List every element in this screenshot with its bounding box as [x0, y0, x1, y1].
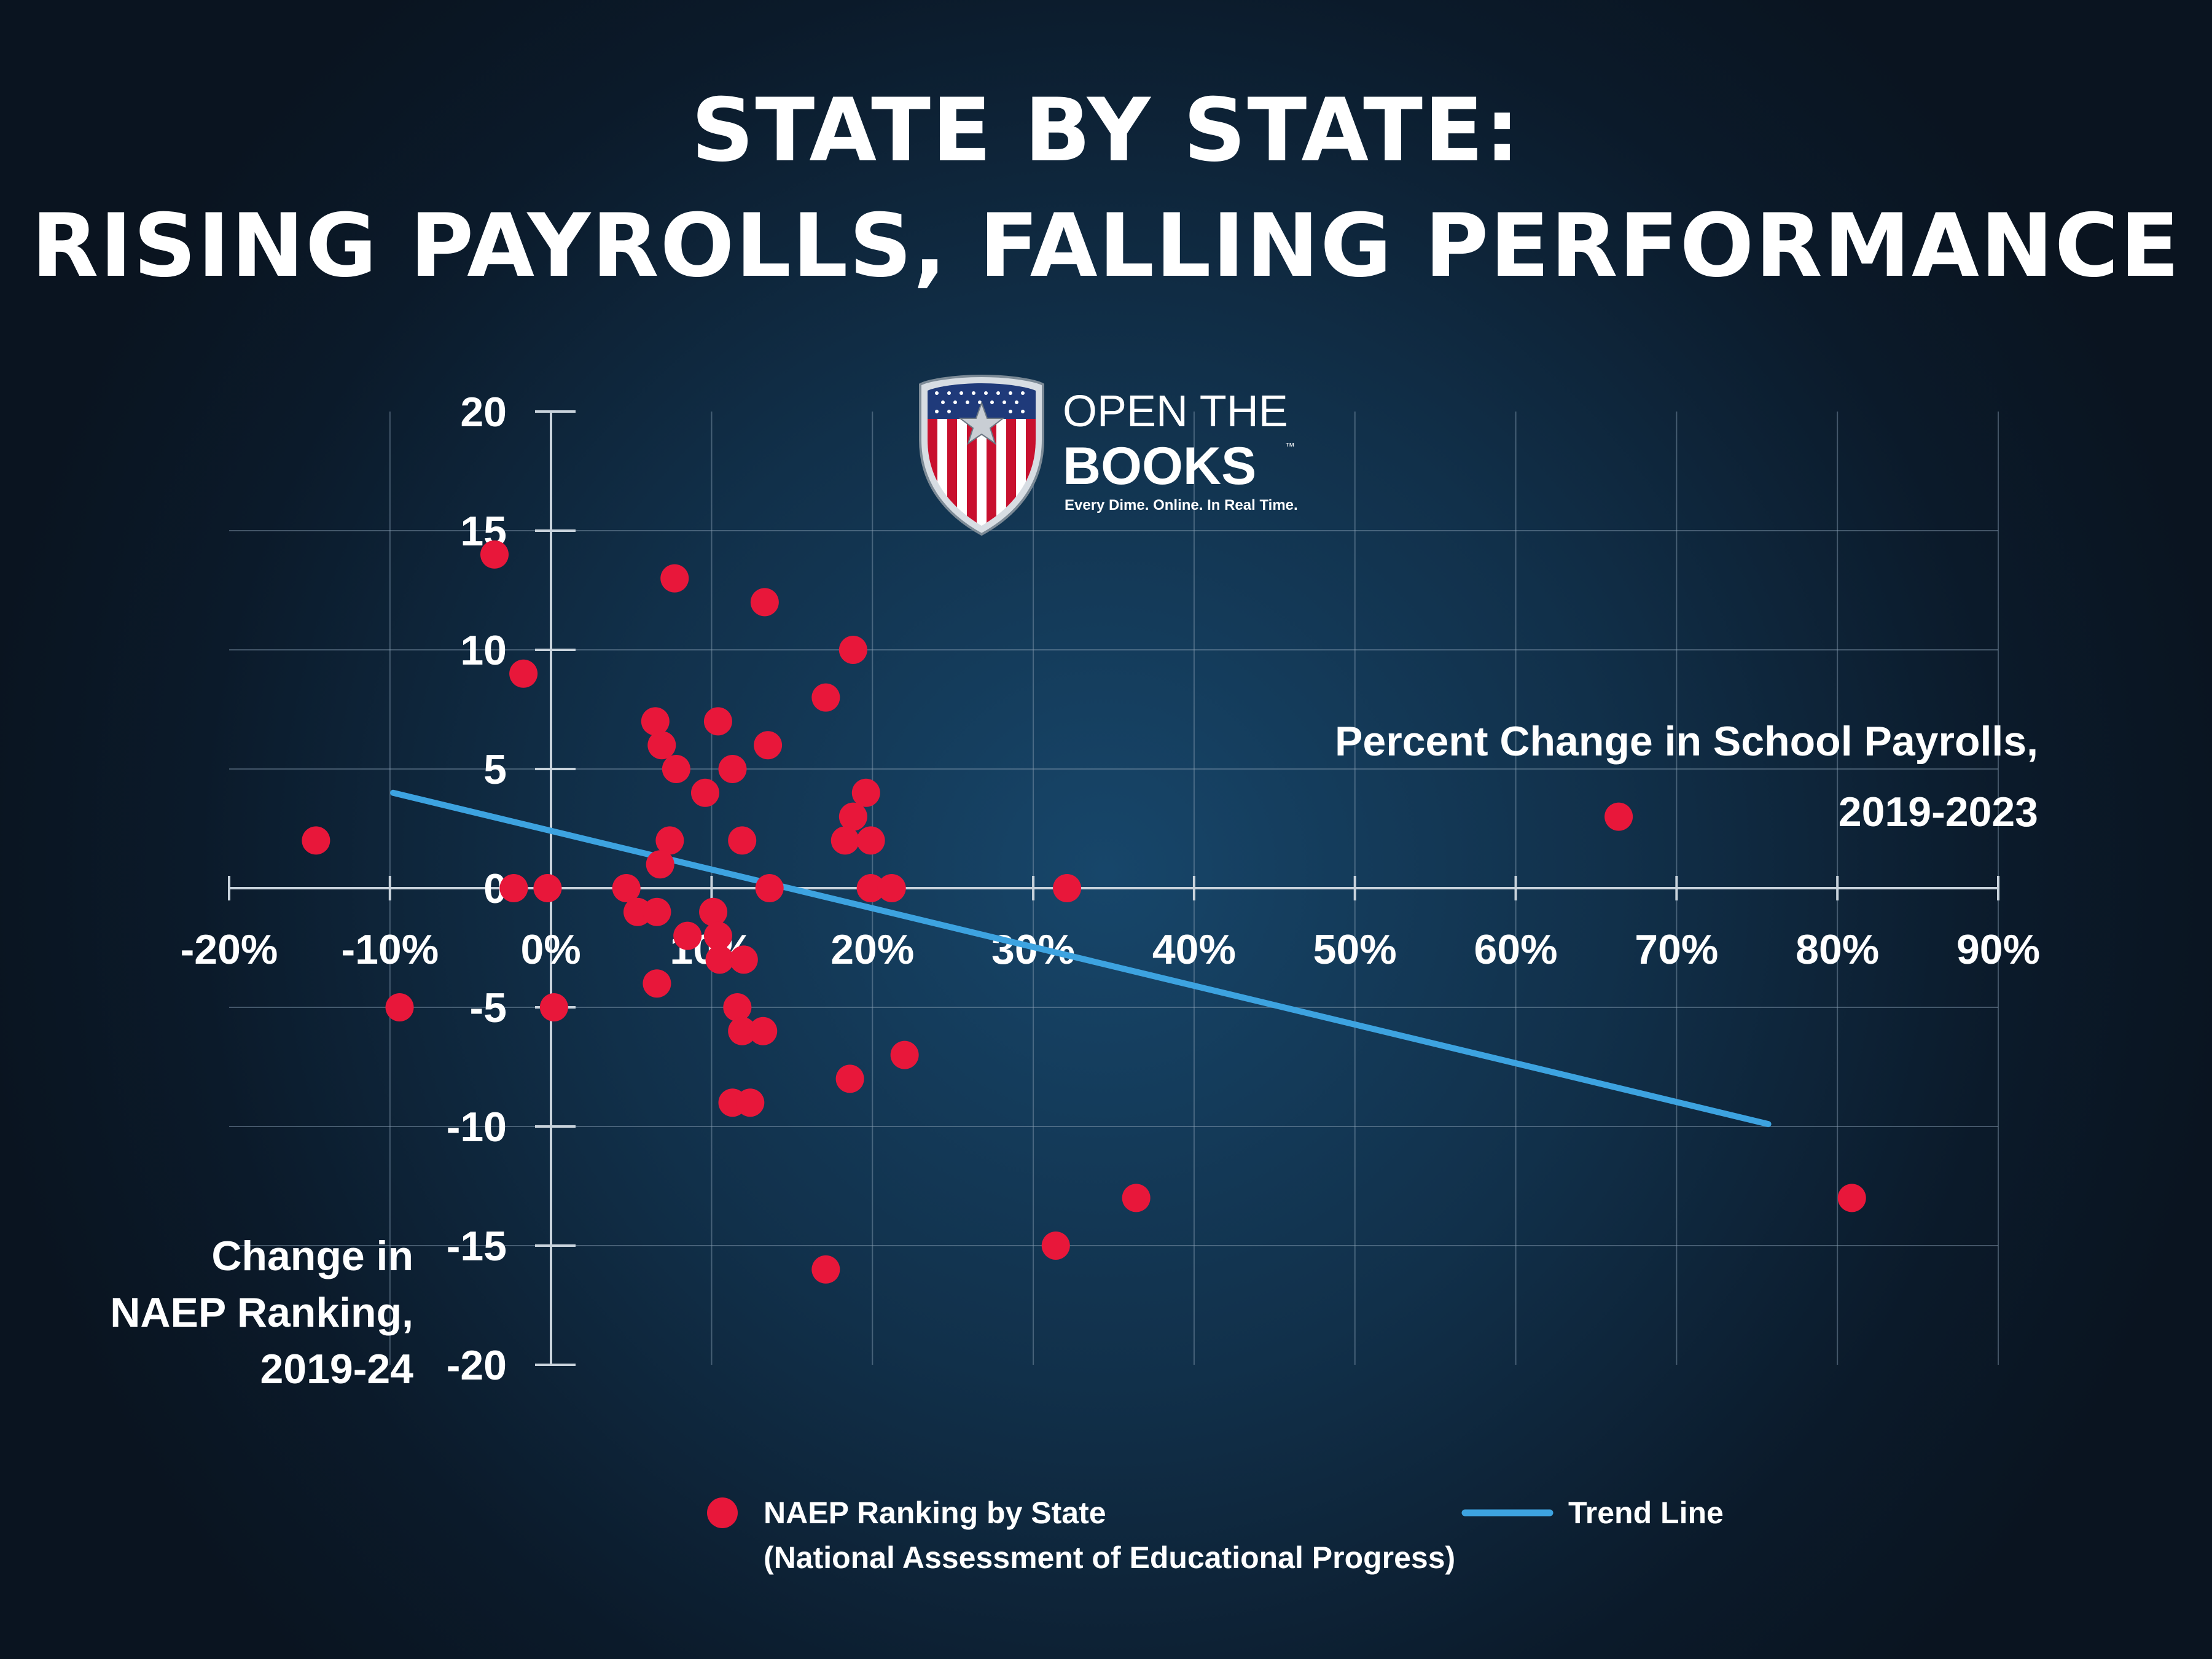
x-tick-label: 0%: [520, 926, 580, 973]
x-axis-title-line-2: 2019-2023: [1839, 789, 2038, 835]
title-line-1: STATE BY STATE:: [691, 80, 1521, 181]
x-tick-label: 70%: [1635, 926, 1718, 973]
logo-trademark: ™: [1285, 442, 1295, 452]
y-axis-title-line-2: NAEP Ranking,: [110, 1289, 413, 1336]
legend: NAEP Ranking by State (National Assessme…: [707, 1496, 1724, 1575]
x-tick-label: -20%: [181, 926, 278, 973]
data-point: [830, 826, 859, 855]
y-tick-label: 20: [460, 389, 507, 435]
data-point: [754, 731, 783, 760]
data-point: [302, 826, 330, 855]
data-point: [856, 826, 885, 855]
data-point: [643, 969, 671, 998]
legend-label-points-line-2: (National Assessment of Educational Prog…: [764, 1540, 1455, 1575]
data-point: [723, 993, 752, 1021]
logo-tagline: Every Dime. Online. In Real Time.: [1065, 497, 1298, 513]
data-point: [811, 1255, 840, 1284]
data-point: [655, 826, 684, 855]
data-point: [736, 1088, 765, 1117]
y-tick-label: -10: [447, 1104, 507, 1150]
data-point: [838, 636, 867, 664]
data-point: [690, 778, 719, 807]
legend-label-trend: Trend Line: [1568, 1496, 1724, 1530]
y-tick-label: -5: [470, 985, 507, 1031]
y-tick-label: 5: [483, 746, 507, 793]
data-point: [755, 874, 784, 902]
data-point: [750, 588, 779, 617]
data-point: [1604, 802, 1633, 831]
data-point: [699, 897, 728, 926]
open-the-books-logo: OPEN THE BOOKS ™ Every Dime. Online. In …: [919, 374, 1298, 536]
data-point: [703, 707, 732, 736]
x-tick-label: 20%: [830, 926, 914, 973]
y-tick-label: -15: [447, 1223, 507, 1270]
x-axis-title-line-1: Percent Change in School Payrolls,: [1335, 718, 2038, 765]
trend-layer: [390, 789, 1772, 1128]
y-axis-title-line-1: Change in: [211, 1233, 413, 1279]
data-point: [662, 755, 690, 783]
data-point: [718, 755, 747, 783]
x-tick-label: 90%: [1956, 926, 2040, 973]
data-point: [1041, 1232, 1070, 1260]
data-point: [1837, 1184, 1866, 1212]
data-point: [480, 540, 509, 569]
data-point: [856, 874, 885, 902]
data-point: [729, 945, 758, 974]
data-point: [703, 921, 732, 950]
star-icon: [958, 401, 1005, 445]
legend-point-marker: [707, 1497, 738, 1528]
data-point: [728, 826, 757, 855]
tick-labels: -20%-10%0%10%20%30%40%50%60%70%80%90%201…: [181, 389, 2040, 1389]
data-point: [728, 1017, 757, 1045]
y-axis-title-line-3: 2019-24: [260, 1346, 413, 1392]
data-point: [660, 564, 689, 593]
data-point: [838, 802, 867, 831]
trend-line: [390, 789, 1772, 1128]
title-line-2: RISING PAYROLLS, FALLING PERFORMANCE: [31, 195, 2181, 297]
data-point: [646, 850, 674, 879]
data-point: [1053, 874, 1082, 902]
american-flag-shield-icon: [919, 374, 1044, 536]
data-point: [641, 707, 670, 736]
data-point: [835, 1064, 864, 1093]
data-point: [385, 993, 414, 1021]
data-point: [612, 874, 641, 902]
logo-text-line-2: BOOKS: [1063, 437, 1256, 496]
legend-label-points-line-1: NAEP Ranking by State: [764, 1496, 1106, 1530]
data-point: [673, 921, 702, 950]
data-point: [647, 731, 676, 760]
x-tick-label: 60%: [1474, 926, 1557, 973]
data-point: [851, 778, 880, 807]
data-point: [499, 874, 528, 902]
x-tick-label: 40%: [1152, 926, 1236, 973]
data-point: [749, 1017, 778, 1045]
data-point: [533, 874, 562, 902]
data-points: [302, 540, 1866, 1284]
logo-text-line-1: OPEN THE: [1063, 387, 1288, 436]
x-tick-label: 50%: [1313, 926, 1397, 973]
data-point: [811, 683, 840, 712]
y-tick-label: 10: [460, 627, 507, 674]
x-tick-label: 80%: [1796, 926, 1879, 973]
data-point: [509, 659, 538, 688]
data-point: [877, 874, 906, 902]
data-point: [705, 945, 734, 974]
data-point: [890, 1040, 919, 1069]
data-point: [643, 897, 671, 926]
data-point: [539, 993, 568, 1021]
data-point: [1122, 1184, 1151, 1212]
y-tick-label: -20: [447, 1342, 507, 1389]
x-tick-label: -10%: [341, 926, 439, 973]
